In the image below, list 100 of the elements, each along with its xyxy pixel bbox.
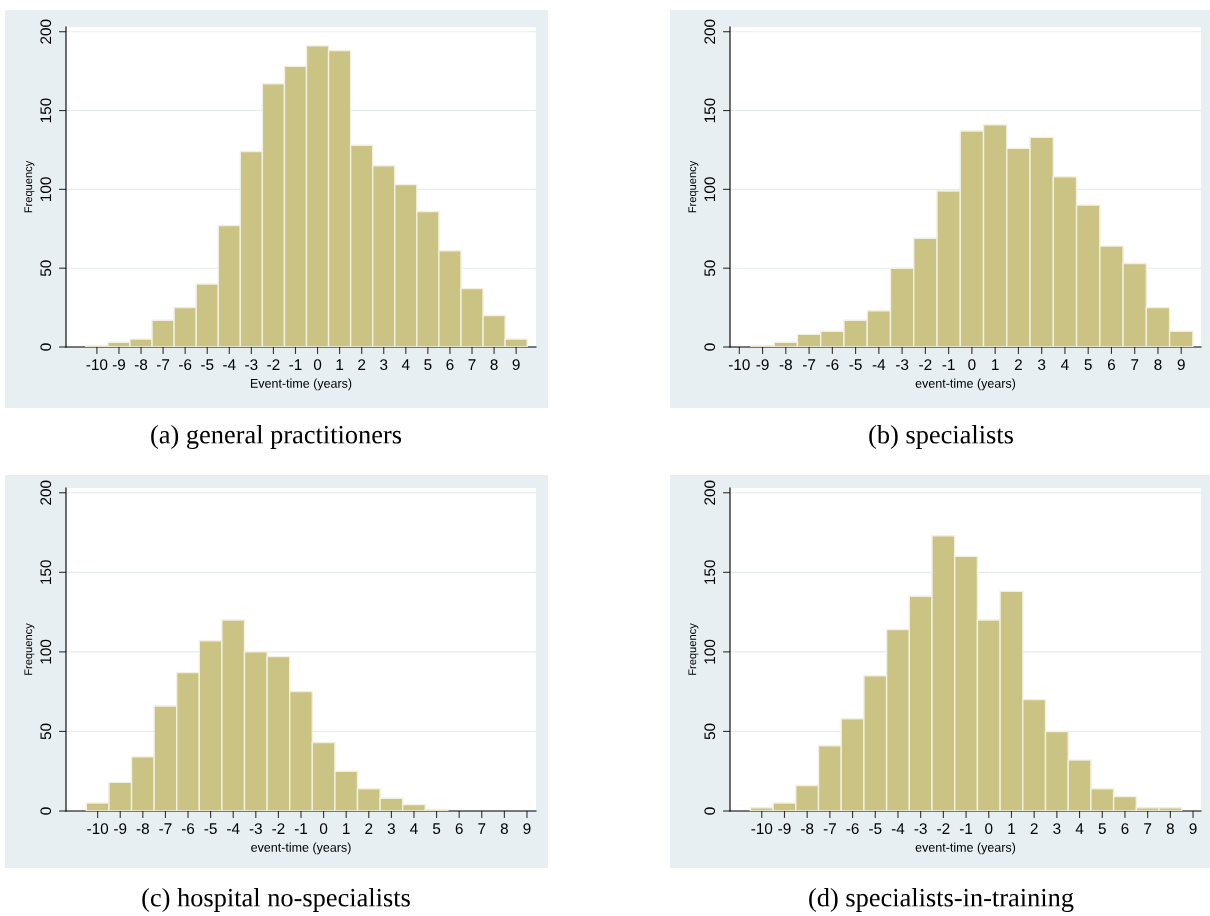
y-tick-label: 200 [40,19,52,44]
x-tick-label: 4 [1075,823,1084,834]
x-tick-label: -10 [86,359,108,371]
x-tick-label: -9 [778,823,791,835]
x-tick-label: -10 [87,823,109,835]
y-tick-label: 100 [40,639,52,664]
x-tick-label: -7 [823,823,836,834]
x-tick-label: 5 [1098,823,1106,835]
x-tick-label: 3 [380,359,388,371]
x-tick-label: 3 [1053,823,1061,835]
y-tick-label: 100 [704,177,716,201]
y-tick-label: 50 [40,723,52,740]
x-tick-label: 8 [490,359,498,371]
x-tick-label: -3 [896,359,909,371]
x-tick-label: -6 [826,359,839,371]
x-tick-label: 2 [358,359,366,370]
y-axis-title: Frequency [688,160,699,213]
x-tick-label: -2 [267,359,280,370]
x-tick-label: 6 [455,823,463,835]
y-tick-label: 50 [40,260,52,277]
x-tick-label: 3 [1038,359,1046,371]
x-tick-label: 9 [512,359,520,371]
x-tick-label: -8 [801,823,814,835]
x-tick-label: -10 [728,359,750,371]
y-tick-label: 0 [40,343,52,351]
y-axis-title: Frequency [688,623,699,675]
x-tick-label: -1 [294,823,308,834]
x-tick-label: -1 [942,359,955,370]
x-tick-label: 7 [1131,359,1139,370]
x-tick-label: -6 [179,359,192,371]
x-tick-label: 6 [1107,359,1116,371]
x-tick-label: -5 [201,359,214,371]
y-tick-label: 200 [704,19,716,44]
x-tick-label: 7 [468,359,476,370]
x-tick-label: -7 [802,359,816,370]
y-tick-label: 50 [704,723,716,740]
y-tick-label: 0 [704,343,716,351]
x-tick-label: 4 [1061,359,1069,370]
y-axis-title: Frequency [24,160,35,213]
y-tick-label: 100 [704,639,716,664]
x-tick-label: -1 [959,823,973,834]
x-tick-label: -5 [204,823,217,835]
x-tick-label: 5 [1084,359,1092,371]
y-tick-label: 150 [704,560,716,584]
x-axis-title: Event-time (years) [250,378,352,391]
x-tick-label: 6 [446,359,454,371]
x-tick-label: 7 [1144,823,1152,834]
x-tick-label: 1 [343,823,350,834]
x-tick-label: 9 [1177,359,1185,371]
x-tick-label: -5 [849,359,862,371]
y-axis-title: Frequency [24,623,35,675]
x-tick-label: 4 [410,823,418,834]
x-tick-label: 0 [313,359,322,371]
x-tick-label: -8 [136,823,149,835]
text: (c) hospital no-specialists [142,888,410,912]
y-tick-label: 100 [40,177,52,201]
y-tick-label: 0 [40,807,52,815]
x-axis-title: event-time (years) [915,378,1016,391]
x-tick-label: 6 [1121,823,1129,835]
x-tick-label: -4 [891,823,905,834]
x-tick-label: 0 [968,359,976,371]
x-tick-label: -9 [112,359,126,371]
text: (b) specialists [869,425,1013,449]
y-tick-label: 150 [40,98,52,123]
x-tick-label: -4 [227,823,240,834]
x-axis-title: event-time (years) [915,842,1016,855]
x-tick-label: 0 [319,823,328,835]
y-tick-label: 150 [40,560,52,584]
x-tick-label: -2 [937,823,950,834]
y-tick-label: 0 [704,807,716,815]
x-tick-label: 3 [387,823,395,835]
x-tick-label: -8 [779,359,792,371]
x-tick-label: 4 [401,359,410,370]
x-tick-label: -5 [869,823,882,835]
x-tick-label: 9 [1189,823,1197,835]
x-tick-label: -3 [245,359,258,371]
y-tick-label: 200 [40,480,52,505]
x-tick-label: 5 [432,823,441,835]
y-tick-label: 200 [704,480,716,505]
x-tick-label: 1 [336,359,344,370]
x-tick-label: -3 [914,823,927,835]
x-tick-label: 8 [1154,359,1162,371]
x-tick-label: 2 [1014,359,1022,370]
x-tick-label: 2 [365,823,373,834]
text: (a) general practitioners [151,425,402,449]
x-tick-label: 9 [523,823,531,835]
x-tick-label: -2 [919,359,932,370]
x-tick-label: 8 [500,823,508,835]
x-axis-title: event-time (years) [251,842,351,855]
x-tick-label: -4 [872,359,886,370]
y-tick-label: 150 [704,98,716,123]
x-tick-label: -9 [114,823,127,835]
x-tick-label: 8 [1166,823,1174,835]
x-tick-label: -7 [156,359,170,370]
x-tick-label: -1 [289,359,302,370]
x-tick-label: -3 [249,823,262,835]
x-tick-label: 2 [1030,823,1038,834]
x-tick-label: -8 [134,359,148,371]
x-tick-label: 1 [992,359,999,370]
x-tick-label: 5 [424,359,432,371]
